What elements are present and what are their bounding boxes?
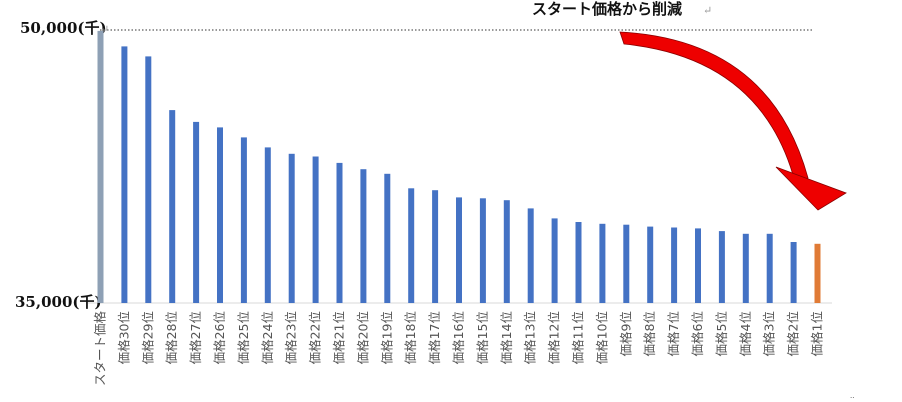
x-tick-label-14: 価格17位	[427, 311, 442, 364]
bar-27	[742, 233, 749, 303]
bar-23	[647, 226, 654, 303]
bar-3	[169, 110, 176, 303]
bar-29	[790, 242, 797, 303]
x-tick-label-11: 価格20位	[355, 311, 370, 364]
x-tick-label-5: 価格26位	[212, 311, 227, 364]
x-tick-label-27: 価格4位	[738, 311, 753, 356]
bar-26	[718, 231, 725, 303]
x-tick-label-25: 価格6位	[690, 311, 705, 356]
chart-title: スタート価格から削減	[532, 0, 682, 18]
x-tick-label-20: 価格11位	[571, 311, 586, 364]
x-tick-label-28: 価格3位	[762, 311, 777, 356]
x-tick-label-6: 価格25位	[236, 311, 251, 364]
bar-20	[575, 222, 582, 303]
pilcrow-mark: ↵	[703, 4, 712, 17]
bar-21	[599, 223, 606, 303]
bar-14	[432, 190, 439, 303]
x-tick-label-1: 価格30位	[116, 311, 131, 364]
bar-19	[551, 218, 558, 303]
x-tick-label-26: 価格5位	[714, 311, 729, 356]
bar-6	[240, 137, 247, 303]
bar-2	[145, 56, 152, 304]
x-tick-label-21: 価格10位	[594, 311, 609, 364]
x-tick-label-17: 価格14位	[499, 311, 514, 364]
x-tick-label-22: 価格9位	[618, 311, 633, 356]
bar-10	[336, 162, 343, 303]
x-tick-labels-group: スタート価格 価格30位 価格29位 価格28位 価格27位 価格26位 価格25位 価格24…	[93, 311, 825, 387]
x-tick-label-0: スタート価格	[93, 311, 108, 387]
reduction-arrow-body	[619, 31, 809, 183]
x-tick-label-9: 価格22位	[308, 311, 323, 364]
x-tick-label-3: 価格28位	[164, 311, 179, 364]
x-tick-label-23: 価格8位	[642, 311, 657, 356]
pilcrow-mark: ↵	[100, 23, 109, 36]
x-tick-label-12: 価格19位	[379, 311, 394, 364]
bar-28	[766, 233, 773, 303]
reduction-arrow-head	[775, 166, 847, 211]
bar-4	[193, 121, 200, 304]
x-tick-label-30: 価格1位	[810, 311, 825, 356]
x-tick-label-13: 価格18位	[403, 311, 418, 364]
x-tick-label-4: 価格27位	[188, 311, 203, 364]
x-tick-label-2: 価格29位	[140, 311, 155, 364]
x-tick-label-15: 価格16位	[451, 311, 466, 364]
reduction-arrow	[619, 31, 847, 211]
bar-11	[360, 169, 367, 303]
bar-30	[814, 243, 821, 303]
small-mark: ..	[850, 392, 854, 400]
bars-group	[97, 30, 821, 304]
x-tick-label-29: 価格2位	[786, 311, 801, 356]
y-axis-bottom-label: 35,000(千)	[15, 293, 102, 311]
bar-15	[456, 197, 462, 303]
x-tick-label-19: 価格12位	[547, 311, 562, 364]
bar-5	[217, 127, 223, 304]
y-axis-top-label: 50,000(千)	[20, 19, 107, 37]
x-tick-label-8: 価格23位	[284, 311, 299, 364]
x-tick-label-24: 価格7位	[666, 311, 681, 356]
bar-16	[479, 198, 486, 303]
bar-24	[671, 227, 678, 303]
bar-25	[695, 228, 701, 303]
bar-12	[384, 173, 391, 303]
bar-13	[408, 188, 415, 303]
bar-0	[97, 30, 104, 304]
bar-8	[288, 153, 295, 303]
x-tick-label-10: 価格21位	[332, 311, 347, 364]
x-tick-label-7: 価格24位	[260, 311, 275, 364]
x-tick-label-16: 価格15位	[475, 311, 490, 364]
bar-9	[312, 156, 319, 303]
bar-17	[503, 200, 510, 303]
bar-18	[527, 208, 534, 303]
bar-1	[121, 46, 128, 304]
bar-7	[264, 147, 271, 303]
bar-22	[623, 224, 630, 303]
x-tick-label-18: 価格13位	[523, 311, 538, 364]
